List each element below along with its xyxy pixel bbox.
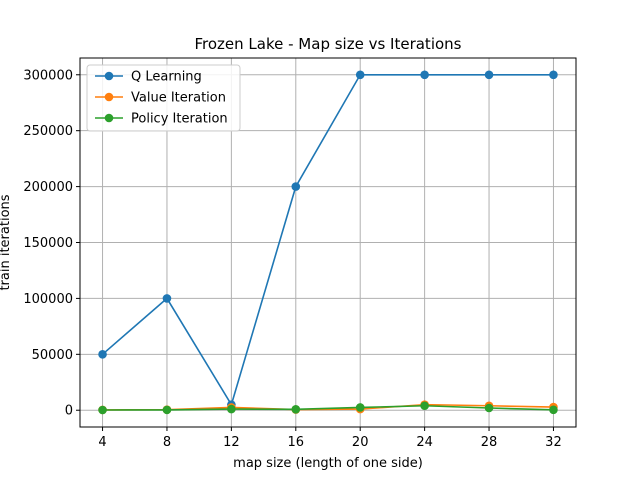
legend-item: Policy Iteration xyxy=(95,112,228,127)
data-point xyxy=(355,403,365,412)
x-tick-label: 4 xyxy=(98,435,106,450)
data-point xyxy=(227,404,236,414)
y-tick-label: 300000 xyxy=(23,68,73,83)
y-tick-label: 0 xyxy=(65,404,73,419)
data-point xyxy=(484,70,494,80)
axis-ticks: 4 8 12 16 20 24 28 32 0 50000 100000 150000 200000 25… xyxy=(23,68,561,450)
x-tick-label: 28 xyxy=(481,435,498,450)
legend-box xyxy=(86,64,241,132)
data-point xyxy=(355,70,365,80)
data-point xyxy=(420,401,429,411)
series-layer xyxy=(98,70,558,415)
data-point xyxy=(549,70,558,80)
data-point xyxy=(291,405,301,414)
y-axis-label: train iterations xyxy=(0,194,13,290)
series-policy-iteration xyxy=(98,401,558,415)
x-tick-label: 16 xyxy=(288,435,305,450)
series-q-learning xyxy=(98,70,558,409)
y-tick-label: 50000 xyxy=(32,348,73,363)
x-tick-label: 12 xyxy=(223,435,240,450)
data-point xyxy=(549,405,558,415)
x-axis-label: map size (length of one side) xyxy=(233,456,423,471)
legend: Q Learning Value Iteration Policy Iteratio… xyxy=(86,64,241,132)
data-point xyxy=(484,403,494,413)
y-tick-label: 100000 xyxy=(23,292,73,307)
x-tick-label: 24 xyxy=(416,435,433,450)
legend-marker xyxy=(104,113,114,123)
legend-label: Policy Iteration xyxy=(131,112,228,127)
legend-marker xyxy=(104,71,114,81)
data-point xyxy=(162,294,172,303)
data-point xyxy=(291,182,301,191)
y-tick-label: 250000 xyxy=(23,124,73,139)
series-line xyxy=(102,404,554,411)
data-point xyxy=(98,405,107,415)
data-point xyxy=(162,405,172,415)
legend-item: Value Iteration xyxy=(95,91,226,106)
data-point xyxy=(98,350,107,359)
y-tick-label: 200000 xyxy=(23,180,73,195)
y-tick-label: 150000 xyxy=(23,236,73,251)
series-line xyxy=(102,73,554,407)
legend-marker xyxy=(104,92,114,102)
x-tick-label: 8 xyxy=(163,435,171,450)
legend-item: Q Learning xyxy=(95,70,202,85)
x-tick-label: 20 xyxy=(352,435,369,450)
x-tick-label: 32 xyxy=(545,435,562,450)
legend-label: Q Learning xyxy=(131,70,202,85)
legend-label: Value Iteration xyxy=(131,91,226,106)
data-point xyxy=(420,70,429,80)
chart-title: Frozen Lake - Map size vs Iterations xyxy=(195,35,462,53)
